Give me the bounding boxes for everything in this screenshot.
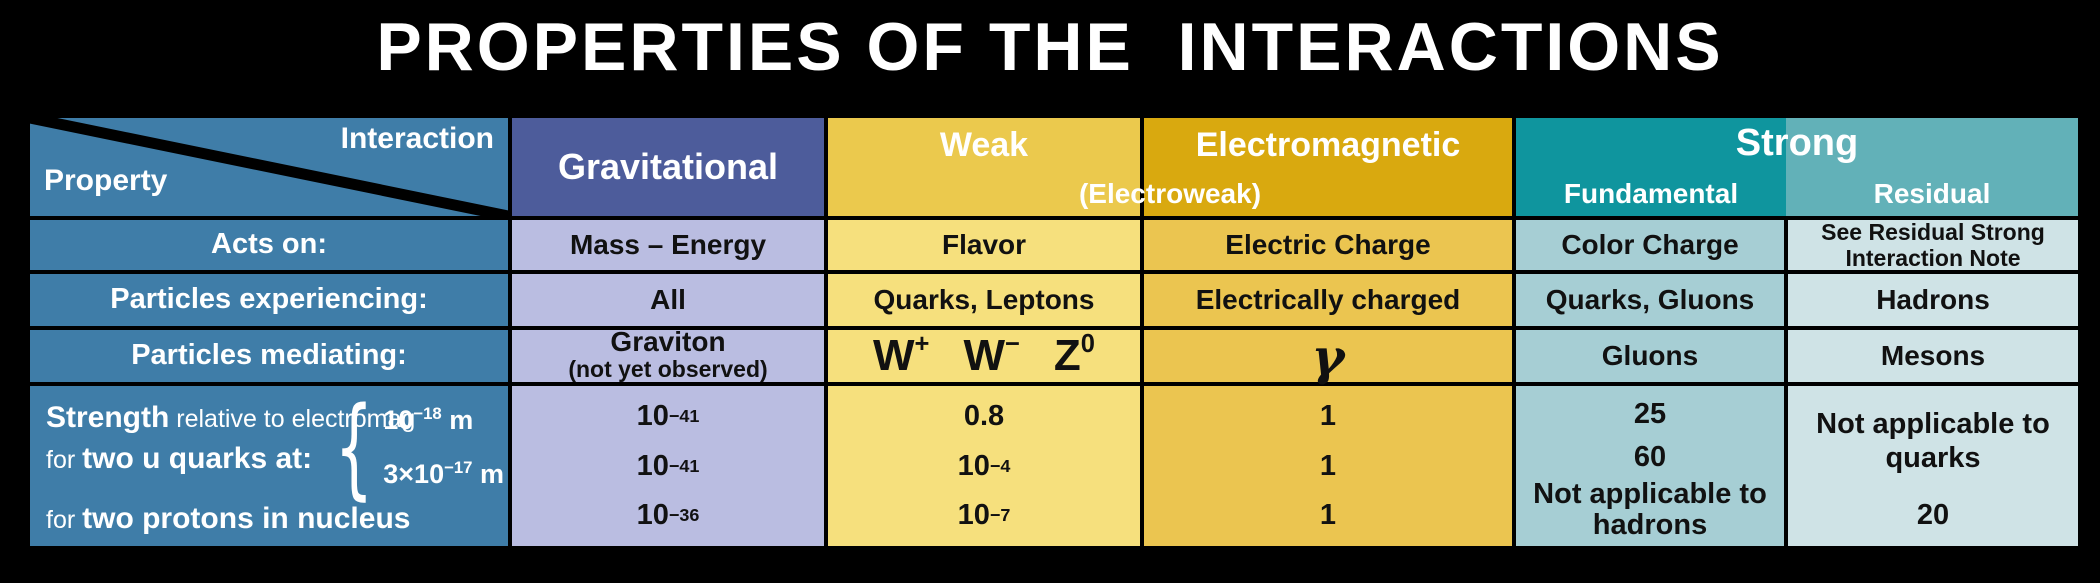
diagonal-divider: [30, 118, 508, 216]
strength-value: Not applicable to hadrons: [1533, 478, 1767, 541]
acts-on-fundamental: Color Charge: [1516, 220, 1784, 270]
strength-value: 1: [1319, 449, 1337, 482]
row-label-mediating: Particles mediating:: [30, 330, 508, 382]
strength-for2: for: [46, 506, 83, 534]
corner-label-interaction: Interaction: [340, 122, 494, 155]
strength-value: 10 −41: [636, 449, 700, 482]
strength-residual: Not applicable to quarks 20: [1788, 386, 2078, 546]
mediating-fundamental: Gluons: [1516, 330, 1784, 382]
strength-value: 10 −4: [957, 449, 1011, 482]
header-weak: Weak: [939, 126, 1029, 164]
experiencing-weak: Quarks, Leptons: [828, 274, 1140, 326]
header-gravitational: Gravitational: [512, 118, 824, 216]
header-strong: Strong Fundamental Residual: [1516, 118, 2078, 216]
graviton-label: Graviton: [610, 326, 726, 358]
acts-on-residual: See Residual Strong Interaction Note: [1788, 219, 2078, 271]
strength-label-bottom: for two protons in nucleus: [46, 502, 410, 536]
strength-relative: relative to electromag: [169, 405, 416, 433]
brace-glyph: {: [335, 383, 374, 511]
em-header-bg: [1144, 118, 1512, 216]
strength-for1: for: [46, 445, 83, 474]
header-electroweak: (Electroweak): [1078, 178, 1262, 209]
strength-value: 20: [1916, 499, 1950, 532]
strength-electromagnetic: 1 1 1: [1144, 386, 1512, 546]
strength-value: 25: [1633, 397, 1667, 430]
fundamental-header-bg: [1516, 118, 1786, 216]
strength-weak: 0.8 10 −4 10 −7: [828, 386, 1140, 546]
mediating-electromagnetic-photon: γ: [1144, 329, 1512, 384]
strength-protons: two protons in nucleus: [82, 502, 411, 535]
interactions-table: Interaction Property Gravitational Weak …: [22, 110, 2086, 554]
corner-label-property: Property: [44, 164, 168, 197]
experiencing-residual: Hadrons: [1788, 274, 2078, 326]
row-label-strength: Strength relative to electromag for two …: [30, 386, 508, 546]
z-zero-boson: Z0: [1053, 330, 1095, 380]
distance-1: 10−18 m: [383, 404, 474, 435]
experiencing-gravitational: All: [512, 274, 824, 326]
mediating-residual: Mesons: [1788, 330, 2078, 382]
mediating-weak: W+ W− Z0: [828, 330, 1140, 382]
acts-on-weak: Flavor: [828, 220, 1140, 270]
strength-value: 0.8: [963, 400, 1005, 433]
experiencing-fundamental: Quarks, Gluons: [1516, 274, 1784, 326]
strength-value: 10 −36: [636, 499, 700, 532]
header-electromagnetic: Electromagnetic: [1195, 126, 1461, 164]
weak-header-bg: [828, 118, 1140, 216]
w-minus-boson: W−: [963, 330, 1020, 380]
graviton-note: (not yet observed): [568, 356, 768, 383]
experiencing-electromagnetic: Electrically charged: [1144, 274, 1512, 326]
strength-na-quarks: Not applicable to quarks: [1816, 407, 2050, 475]
acts-on-electromagnetic: Electric Charge: [1144, 220, 1512, 270]
strength-quarks: two u quarks at:: [82, 441, 313, 475]
weak-em-divider: [1140, 118, 1144, 216]
header-weak-electromagnetic: Weak Electromagnetic (Electroweak): [828, 118, 1512, 216]
strength-value: 1: [1319, 499, 1337, 532]
page-title: PROPERTIES OF THE INTERACTIONS: [376, 9, 1724, 85]
strength-distances: { 10−18 m 3×10−17 m: [319, 392, 504, 502]
strength-value: 60: [1633, 441, 1667, 474]
residual-header-bg: [1786, 118, 2078, 216]
mediating-gravitational: Graviton (not yet observed): [512, 326, 824, 383]
header-residual: Residual: [1873, 178, 1991, 209]
corner-cell: Interaction Property: [30, 118, 508, 216]
strength-fundamental: 25 60 Not applicable to hadrons: [1516, 386, 1784, 546]
row-label-experiencing: Particles experiencing:: [30, 274, 508, 326]
row-label-acts-on: Acts on:: [30, 220, 508, 270]
strength-value: 10 −7: [957, 499, 1011, 532]
header-strong-label: Strong: [1735, 122, 1859, 164]
strength-value: 10 −41: [636, 400, 700, 433]
strength-word: Strength: [46, 401, 170, 434]
w-plus-boson: W+: [873, 330, 930, 380]
acts-on-gravitational: Mass – Energy: [512, 220, 824, 270]
strength-value: 1: [1319, 400, 1337, 433]
strength-label-top: Strength relative to electromag for two …: [46, 398, 415, 479]
distance-2: 3×10−17 m: [383, 458, 504, 489]
header-fundamental: Fundamental: [1563, 178, 1739, 209]
strength-gravitational: 10 −41 10 −41 10 −36: [512, 386, 824, 546]
